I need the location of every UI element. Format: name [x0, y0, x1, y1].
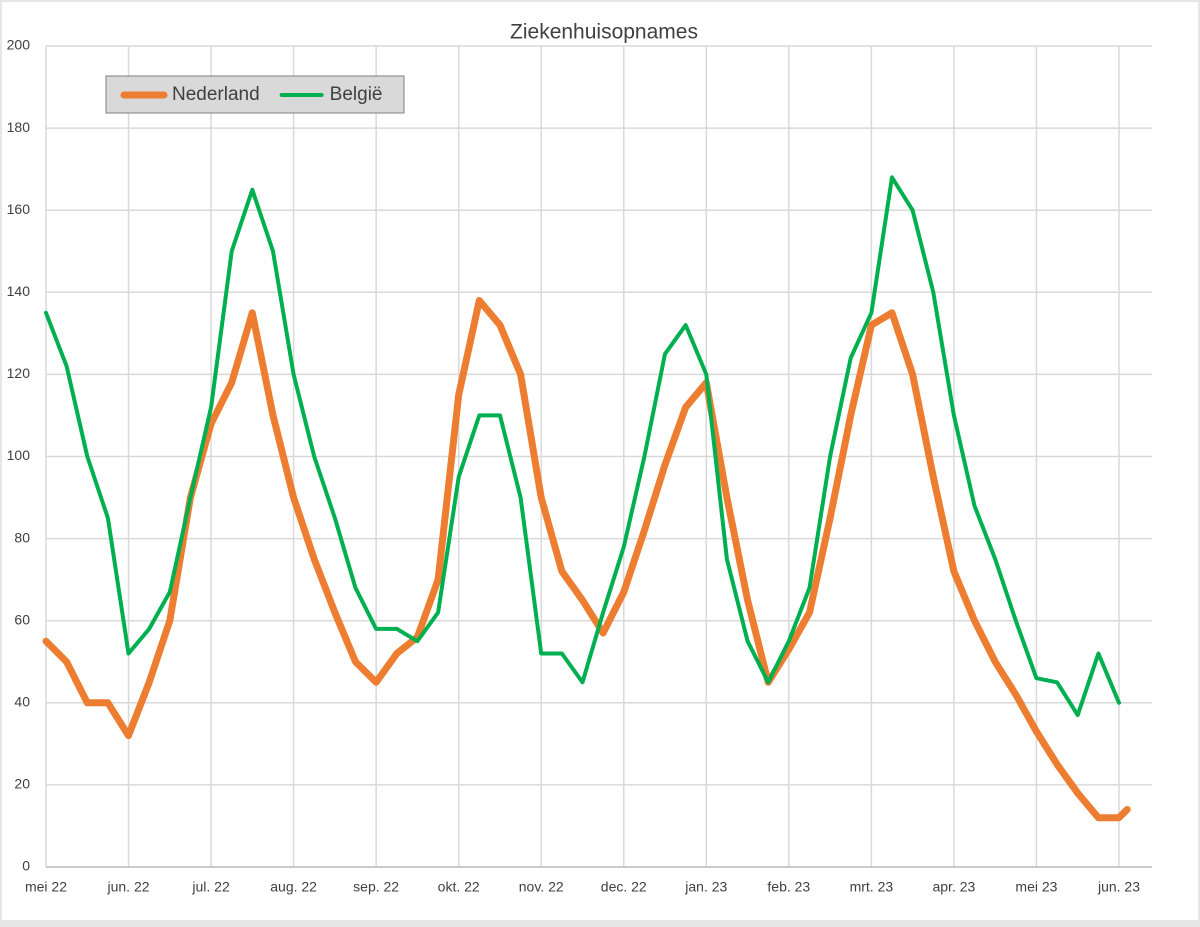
- x-tick-label: mei 22: [25, 879, 67, 895]
- x-tick-label: mrt. 23: [850, 879, 894, 895]
- y-tick-label: 20: [14, 776, 30, 792]
- x-tick-label: jul. 22: [191, 879, 230, 895]
- x-tick-label: jan. 23: [684, 879, 727, 895]
- y-tick-label: 100: [7, 447, 31, 463]
- x-tick-label: okt. 22: [438, 879, 480, 895]
- series-line: [44, 175, 1121, 718]
- y-tick-label: 40: [14, 694, 30, 710]
- y-tick-label: 80: [14, 529, 30, 545]
- x-tick-label: mei 23: [1015, 879, 1057, 895]
- chart-title: Ziekenhuisopnames: [510, 21, 698, 44]
- x-tick-label: jun. 23: [1097, 879, 1140, 895]
- x-tick-label: feb. 23: [767, 879, 810, 895]
- y-tick-label: 60: [14, 611, 30, 627]
- x-tick-label: jun. 22: [107, 879, 150, 895]
- y-tick-label: 200: [7, 37, 31, 53]
- y-tick-label: 140: [7, 283, 31, 299]
- x-tick-label: nov. 22: [519, 879, 564, 895]
- series-line: [42, 297, 1131, 822]
- y-tick-label: 120: [7, 365, 31, 381]
- x-tick-label: apr. 23: [932, 879, 975, 895]
- x-tick-label: dec. 22: [601, 879, 647, 895]
- y-tick-label: 0: [22, 858, 30, 874]
- legend-label: Nederland: [172, 84, 260, 105]
- y-tick-label: 180: [7, 119, 31, 135]
- x-tick-label: aug. 22: [270, 879, 317, 895]
- y-tick-label: 160: [7, 201, 31, 217]
- x-tick-label: sep. 22: [353, 879, 399, 895]
- legend-label: België: [330, 84, 383, 105]
